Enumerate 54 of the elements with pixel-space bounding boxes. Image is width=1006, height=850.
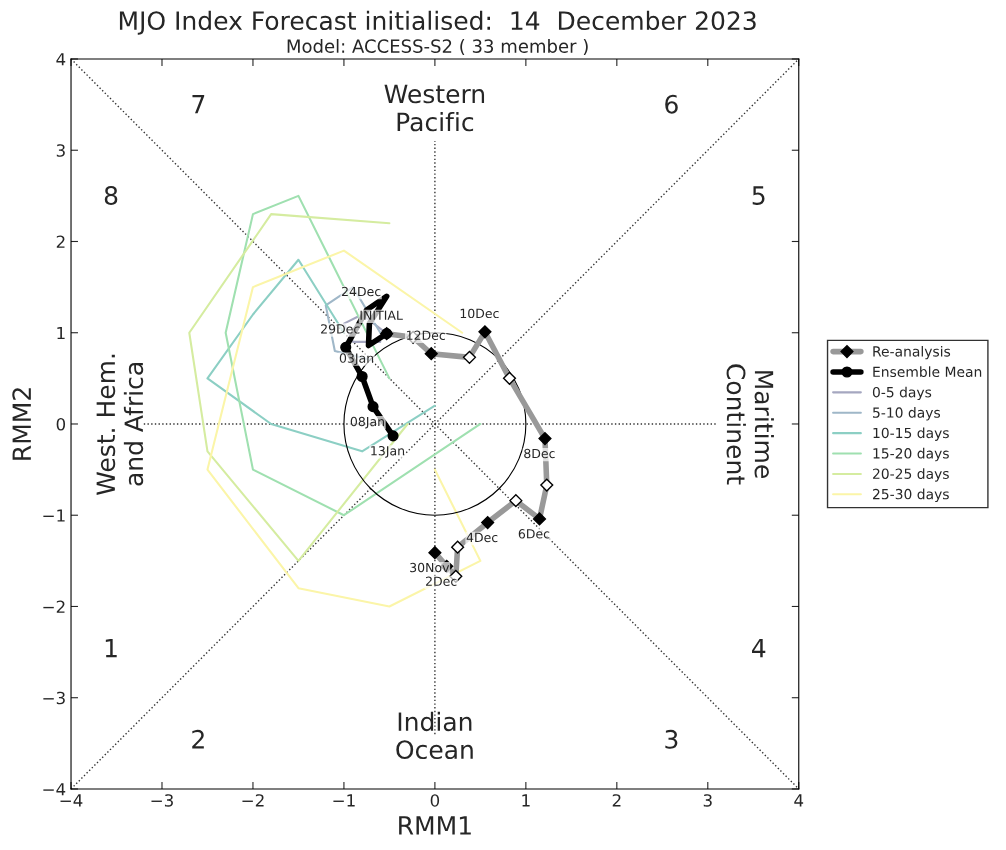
annotation: 10Dec xyxy=(460,308,499,319)
annotation: INITIAL xyxy=(360,310,403,320)
annotation: 3 xyxy=(665,729,678,749)
x-tick-label: 4 xyxy=(794,794,804,807)
annotation: 03Jan xyxy=(339,353,374,366)
annotation: 08Jan xyxy=(350,416,385,429)
chart-subtitle: Model: ACCESS-S2 ( 33 member ) xyxy=(287,38,588,56)
annotation: West. Hem. and Africa xyxy=(96,354,144,496)
legend-label: 10-15 days xyxy=(873,427,949,441)
annotation: 4 xyxy=(752,638,766,658)
annotation: 24Dec xyxy=(341,286,381,297)
annotation: 4Dec xyxy=(466,532,498,543)
x-tick-label: 2 xyxy=(612,794,621,807)
y-tick-label: −1 xyxy=(43,509,65,522)
y-tick-label: 2 xyxy=(56,235,65,248)
x-axis-title: RMM1 xyxy=(399,816,471,835)
annotation: 13Jan xyxy=(371,446,405,458)
annotation: 1 xyxy=(105,638,117,658)
annotation: 6Dec xyxy=(518,529,550,539)
y-axis-title: RMM2 xyxy=(12,388,31,460)
x-tick-label: 1 xyxy=(522,794,530,807)
legend-label: 0-5 days xyxy=(872,386,932,401)
annotation: Maritime Continent xyxy=(726,364,774,485)
y-tick-label: −2 xyxy=(43,600,65,613)
legend-label: Re-analysis xyxy=(873,345,951,360)
annotation: 30Nov xyxy=(410,562,450,573)
x-tick-label: 3 xyxy=(703,794,712,807)
annotation: 7 xyxy=(192,95,205,114)
annotation: 2Dec xyxy=(426,576,457,586)
annotation: 8Dec xyxy=(524,448,555,459)
annotation: Indian Ocean xyxy=(396,711,473,760)
legend-label: 5-10 days xyxy=(873,407,941,421)
annotation: 2 xyxy=(192,729,204,749)
annotation: 5 xyxy=(752,186,765,205)
annotation: 6 xyxy=(665,94,678,114)
y-tick-label: −3 xyxy=(43,691,65,705)
y-tick-label: 3 xyxy=(56,144,65,157)
legend-label: 20-25 days xyxy=(873,468,949,482)
y-tick-label: 4 xyxy=(56,53,66,66)
y-tick-label: 1 xyxy=(57,326,65,340)
legend-label: Ensemble Mean xyxy=(873,366,982,378)
annotation: 8 xyxy=(104,186,118,205)
y-tick-label: 0 xyxy=(56,417,66,431)
legend-label: 15-20 days xyxy=(873,447,949,462)
legend-label: 25-30 days xyxy=(873,488,949,503)
x-tick-label: −2 xyxy=(242,794,264,807)
annotation: Western Pacific xyxy=(384,84,485,132)
x-tick-label: −1 xyxy=(333,794,355,807)
annotation: 12Dec xyxy=(407,330,445,341)
chart-title: MJO Index Forecast initialised: 14 December 2023 xyxy=(119,10,756,35)
x-tick-label: −3 xyxy=(151,794,173,807)
y-tick-label: −4 xyxy=(43,783,66,796)
annotation: 29Dec xyxy=(321,324,360,334)
x-tick-label: 0 xyxy=(430,794,440,807)
